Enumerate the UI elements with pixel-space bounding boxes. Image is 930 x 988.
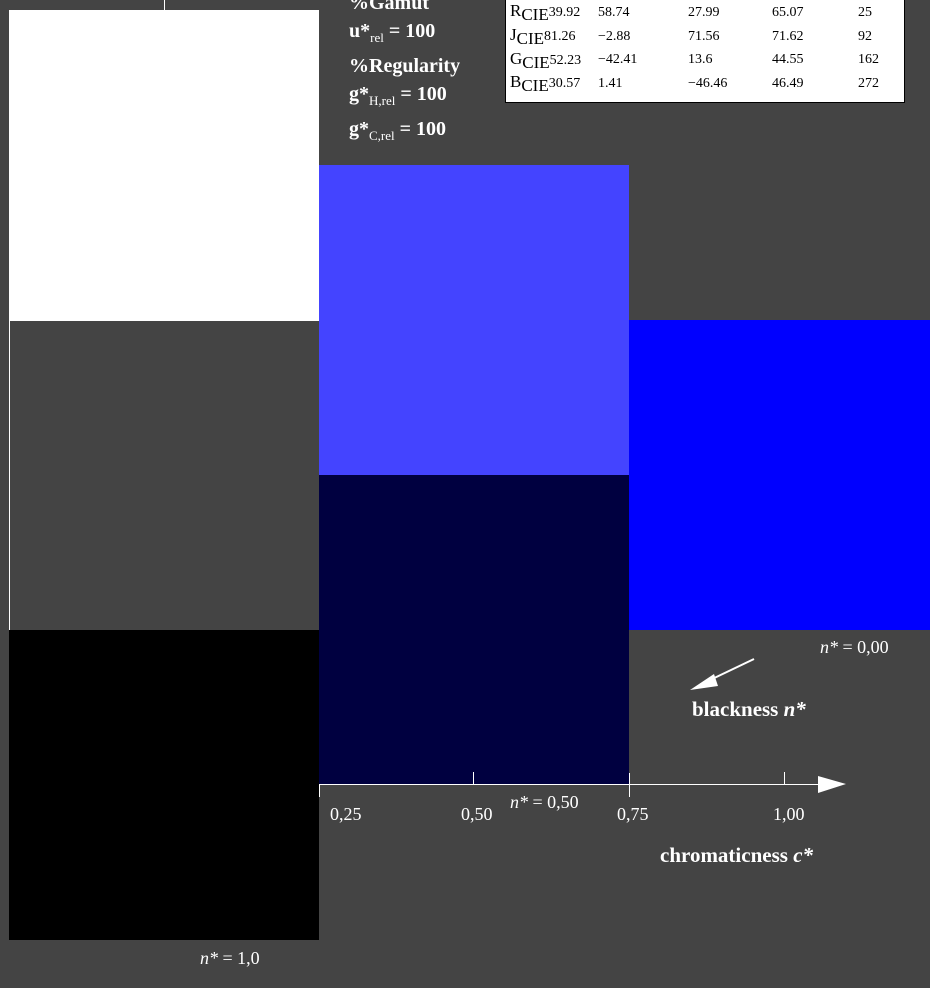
g-h-rel-line: g*H,rel = 100 [349, 83, 447, 108]
cie-cell: 46.49 [772, 76, 804, 92]
regularity-label: %Regularity [349, 55, 461, 77]
axis-arrow-icon [818, 776, 846, 793]
axis-tick [784, 772, 785, 784]
cie-cell: 92 [858, 28, 872, 44]
cie-row-label: RCIE39.92 [510, 1, 581, 24]
cie-cell: 13.6 [688, 52, 713, 68]
cie-table-row: GCIE52.23 −42.41 13.6 44.55 162 [506, 49, 902, 73]
cie-cell: 1.41 [598, 76, 623, 92]
grey-patch [9, 320, 320, 631]
g-c-rel-line: g*C,rel = 100 [349, 118, 447, 143]
axis-tick-label: 1,00 [773, 804, 805, 824]
cie-table-row: BCIE30.57 1.41 −46.46 46.49 272 [506, 72, 902, 96]
axis-tick-label: 0,25 [330, 804, 362, 824]
cie-row-label: GCIE52.23 [510, 48, 582, 72]
cie-cell: 272 [858, 76, 879, 92]
cie-cell: 71.62 [772, 28, 804, 44]
cie-cell: 65.07 [772, 4, 804, 20]
cie-cell: −46.46 [688, 76, 728, 92]
stats-block: %Gamut u*rel = 100 %Regularity g*H,rel =… [349, 0, 460, 150]
cie-cell: 27.99 [688, 4, 720, 20]
cie-cell: 71.56 [688, 28, 720, 44]
gamut-label: %Gamut [349, 0, 429, 14]
n-star-000-label: n* = 0,00 [820, 637, 889, 657]
cie-cell: 25 [858, 4, 872, 20]
cie-cell: −42.41 [598, 52, 638, 68]
cie-table-row: RCIE39.92 58.74 27.99 65.07 25 [506, 1, 902, 25]
axis-tick [319, 785, 320, 797]
axis-line-top [164, 0, 165, 10]
black-patch [9, 630, 319, 940]
dark-blue-patch [319, 475, 629, 785]
chromaticness-axis-line [319, 784, 829, 785]
u-rel-line: u*rel = 100 [349, 20, 436, 45]
cie-table-row: JCIE81.26 −2.88 71.56 71.62 92 [506, 25, 902, 49]
cie-row-label: JCIE81.26 [510, 24, 576, 48]
n-star-050-label: n* = 0,50 [510, 792, 579, 812]
chromaticness-label: chromaticness c* [660, 843, 814, 867]
cie-cell: 162 [858, 52, 879, 68]
axis-tick [473, 772, 474, 784]
blackness-label: blackness n* [692, 697, 806, 721]
cie-row-label: BCIE30.57 [510, 72, 581, 96]
cie-cell: 58.74 [598, 4, 630, 20]
white-patch [9, 10, 319, 321]
cie-table: RCIE39.92 58.74 27.99 65.07 25 JCIE81.26 −2.88… [506, 1, 902, 97]
axis-tick-label: 0,50 [461, 804, 493, 824]
blackness-arrow-icon [690, 658, 755, 690]
cie-table-box: RCIE39.92 58.74 27.99 65.07 25 JCIE81.26 −2.88… [505, 0, 905, 103]
blue-patch [629, 320, 930, 630]
cie-cell: −2.88 [598, 28, 631, 44]
n-star-10-label: n* = 1,0 [200, 948, 260, 968]
light-blue-patch [319, 165, 629, 475]
cie-cell: 44.55 [772, 52, 804, 68]
axis-tick-label: 0,75 [617, 804, 649, 824]
axis-tick [629, 773, 630, 797]
